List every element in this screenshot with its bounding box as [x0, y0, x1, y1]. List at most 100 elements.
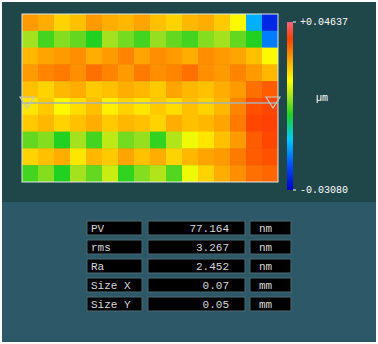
cell — [70, 165, 87, 182]
cell — [38, 98, 55, 115]
cell — [214, 14, 231, 31]
cell — [150, 148, 167, 165]
cell — [102, 148, 119, 165]
colorbar-label: +0.04637 — [300, 17, 348, 28]
cell — [182, 132, 199, 149]
cell — [262, 98, 278, 115]
cell — [134, 48, 151, 65]
cell — [182, 148, 199, 165]
cell — [118, 115, 135, 132]
cell — [262, 148, 278, 165]
cell — [214, 48, 231, 65]
cell — [214, 132, 231, 149]
field-box — [87, 259, 142, 273]
cell — [70, 64, 87, 81]
cell — [118, 64, 135, 81]
cell — [86, 64, 103, 81]
cell — [134, 64, 151, 81]
cell — [150, 31, 167, 48]
field-value: 2.452 — [196, 261, 229, 273]
cell — [54, 165, 71, 182]
cell — [54, 115, 71, 132]
cell — [166, 98, 183, 115]
cell — [118, 132, 135, 149]
cell — [70, 98, 87, 115]
cell — [54, 31, 71, 48]
profile-handle[interactable] — [20, 97, 34, 108]
cell — [214, 115, 231, 132]
cell — [22, 132, 39, 149]
cell — [134, 115, 151, 132]
cell — [118, 31, 135, 48]
cell — [38, 64, 55, 81]
cell — [230, 165, 247, 182]
cell — [198, 14, 215, 31]
screen: +0.04637-0.03080µmPV77.164nmrms3.267nmRa… — [0, 0, 378, 344]
cell — [182, 64, 199, 81]
cell — [230, 64, 247, 81]
profile-line[interactable] — [22, 102, 278, 104]
cell — [134, 148, 151, 165]
colorbar-tick — [293, 190, 296, 191]
field-box — [148, 240, 245, 254]
cell — [22, 81, 39, 98]
cell — [38, 165, 55, 182]
cell — [198, 64, 215, 81]
cell — [166, 64, 183, 81]
cell — [230, 14, 247, 31]
cell — [214, 31, 231, 48]
cell — [182, 165, 199, 182]
field-box — [148, 221, 245, 235]
field-value: 0.07 — [203, 280, 229, 292]
cell — [134, 14, 151, 31]
cell — [166, 165, 183, 182]
cell — [118, 81, 135, 98]
field-box — [87, 240, 142, 254]
cell — [70, 115, 87, 132]
cell — [38, 115, 55, 132]
cell — [134, 81, 151, 98]
cell — [86, 48, 103, 65]
cell — [22, 31, 39, 48]
cell — [262, 115, 278, 132]
cell — [246, 165, 263, 182]
cell — [246, 132, 263, 149]
cell — [246, 48, 263, 65]
cell — [214, 148, 231, 165]
cell — [166, 48, 183, 65]
cell — [230, 132, 247, 149]
colorbar-label: -0.03080 — [300, 185, 348, 196]
cell — [166, 115, 183, 132]
field-box — [250, 297, 291, 311]
result-panel — [2, 202, 376, 342]
cell — [38, 48, 55, 65]
cell — [166, 132, 183, 149]
profile-handle[interactable] — [266, 97, 280, 108]
cell — [166, 31, 183, 48]
cell — [118, 98, 135, 115]
cell — [214, 165, 231, 182]
cell — [262, 165, 278, 182]
cell — [198, 98, 215, 115]
field-unit: nm — [259, 223, 273, 235]
cell — [262, 81, 278, 98]
cell — [198, 132, 215, 149]
cell — [262, 31, 278, 48]
cell — [134, 165, 151, 182]
cell — [150, 115, 167, 132]
cell — [214, 64, 231, 81]
cell — [198, 148, 215, 165]
cell — [182, 31, 199, 48]
field-box — [148, 259, 245, 273]
cell — [198, 115, 215, 132]
cell — [182, 14, 199, 31]
cell — [86, 132, 103, 149]
cell — [214, 98, 231, 115]
field-box — [87, 278, 142, 292]
field-unit: mm — [259, 280, 273, 292]
cell — [230, 31, 247, 48]
cell — [182, 98, 199, 115]
field-box — [250, 221, 291, 235]
page-bg — [0, 0, 378, 344]
field-value: 3.267 — [196, 242, 229, 254]
